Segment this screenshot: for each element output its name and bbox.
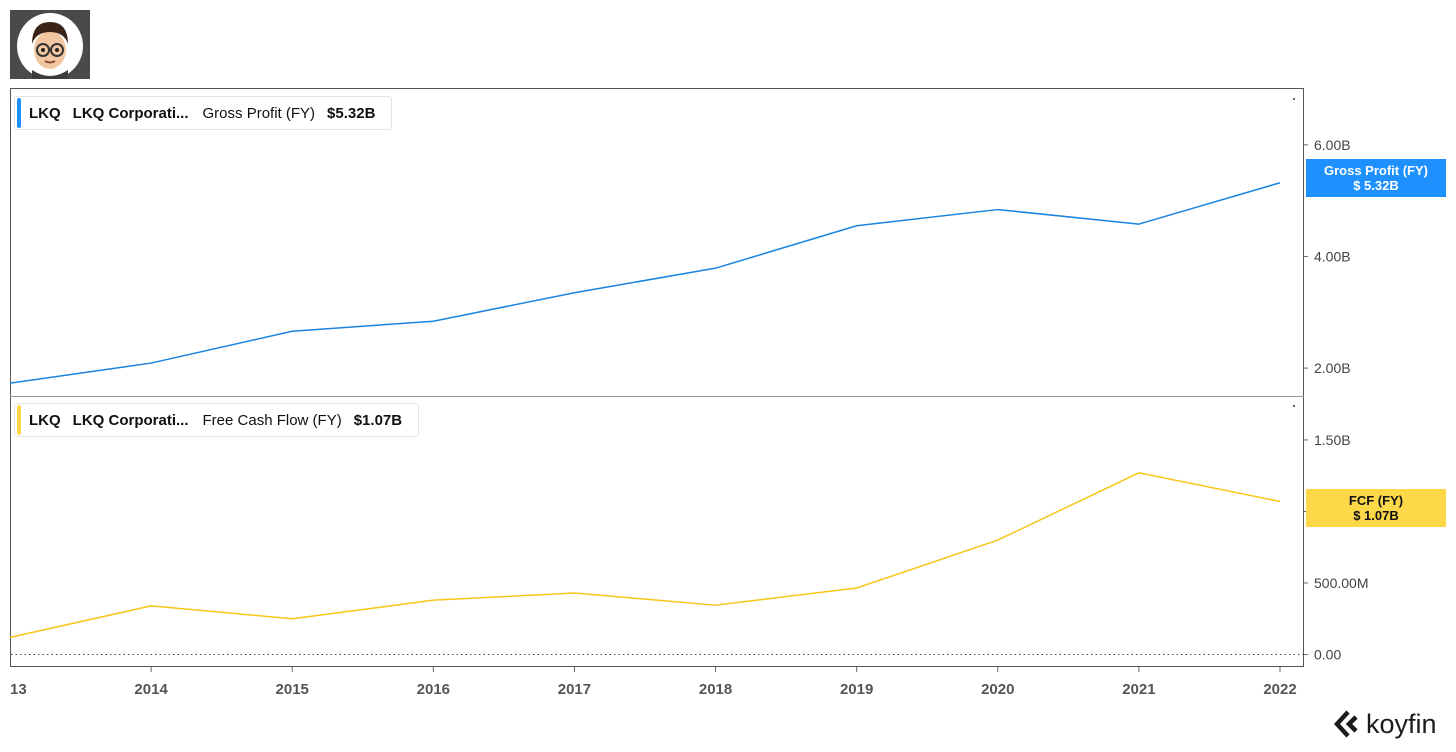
legend-company: LKQ Corporati... [72, 411, 189, 429]
legend-metric: Free Cash Flow (FY) [202, 411, 342, 429]
legend-ticker: LKQ [29, 104, 61, 122]
tag-value: $ 5.32B [1353, 178, 1399, 193]
koyfin-logo-icon [1334, 710, 1358, 738]
x-tick-label: 2017 [558, 681, 591, 698]
y-tick-label: 0.00 [1314, 647, 1341, 663]
x-tick-label: 2019 [840, 681, 873, 698]
y-tick-label: 6.00B [1314, 137, 1351, 153]
tag-value: $ 1.07B [1353, 508, 1399, 523]
x-tick-label: 13 [10, 681, 27, 698]
panel-menu-dot[interactable] [1293, 405, 1295, 407]
series-swatch [17, 405, 21, 435]
y-tick-label: 500.00M [1314, 575, 1368, 591]
y-tick-label: 1.50B [1314, 432, 1351, 448]
legend-value: $1.07B [353, 411, 403, 429]
x-tick-label: 2022 [1263, 681, 1296, 698]
koyfin-brand: koyfin [1334, 706, 1437, 742]
legend-ticker: LKQ [29, 411, 61, 429]
x-tick-label: 2020 [981, 681, 1014, 698]
last-value-tag-gross-profit: Gross Profit (FY) $ 5.32B [1306, 159, 1446, 197]
chart-frame [10, 88, 1304, 667]
legend-free-cash-flow[interactable]: LKQ LKQ Corporati... Free Cash Flow (FY)… [14, 403, 420, 437]
legend-gross-profit[interactable]: LKQ LKQ Corporati... Gross Profit (FY) $… [14, 96, 393, 130]
gross-profit-line [9, 182, 1281, 384]
x-tick-label: 2015 [276, 681, 309, 698]
tag-label: FCF (FY) [1348, 493, 1404, 508]
legend-company: LKQ Corporati... [72, 104, 189, 122]
y-tick-label: 2.00B [1314, 360, 1351, 376]
free-cash-flow-line [9, 472, 1281, 639]
panel-menu-dot[interactable] [1293, 98, 1295, 100]
x-tick-label: 2014 [134, 681, 168, 698]
legend-metric: Gross Profit (FY) [202, 104, 316, 122]
memoji-avatar-icon [17, 13, 83, 79]
x-tick-label: 2018 [699, 681, 732, 698]
series-swatch [17, 98, 21, 128]
tag-label: Gross Profit (FY) [1323, 163, 1428, 178]
brand-name: koyfin [1366, 708, 1437, 739]
legend-value: $5.32B [327, 104, 376, 122]
y-tick-label: 4.00B [1314, 248, 1351, 264]
avatar [10, 10, 90, 79]
x-tick-label: 2021 [1122, 681, 1155, 698]
x-tick-label: 2016 [417, 681, 450, 698]
last-value-tag-free-cash-flow: FCF (FY) $ 1.07B [1306, 489, 1446, 527]
